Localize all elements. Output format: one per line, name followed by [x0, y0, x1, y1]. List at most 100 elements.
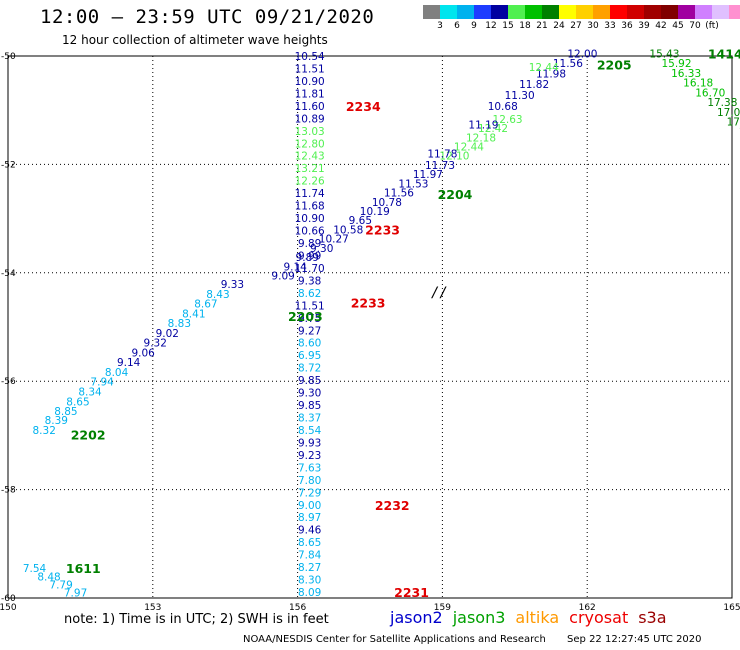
color-swatch: [542, 5, 559, 19]
wave-height-plot: 150 153 156 159 162 165 -50 -52 -54 -56 -58 -60 10.5…: [0, 46, 740, 610]
time-annotation: 2231: [394, 585, 429, 600]
wave-height-point: 9.02: [156, 328, 179, 340]
wave-height-point: 8.62: [298, 288, 321, 300]
color-swatch: [627, 5, 644, 19]
wave-height-point: 10.90: [295, 213, 325, 225]
wave-height-point: 11.82: [519, 79, 549, 91]
color-scale-label: 39: [638, 21, 650, 31]
time-annotation: 2202: [71, 427, 106, 442]
color-swatch: [440, 5, 457, 19]
wave-height-point: 15.92: [661, 58, 691, 70]
time-annotation: 2203: [288, 309, 323, 324]
wave-height-point: 8.60: [298, 338, 321, 350]
wave-height-point: 6.95: [298, 350, 321, 362]
time-annotation: 2233: [351, 296, 386, 311]
color-scale-label: 36: [621, 21, 633, 31]
wave-height-point: 13.03: [295, 126, 325, 138]
time-annotation: 2205: [597, 58, 632, 73]
color-scale-label: 42: [655, 21, 667, 31]
wave-height-point: 11.19: [468, 119, 498, 131]
wave-height-point: 9.06: [131, 347, 155, 359]
wave-height-point: 11.30: [505, 90, 535, 102]
wave-height-point: 11.68: [295, 201, 325, 213]
chart-title: 12:00 — 23:59 UTC 09/21/2020: [40, 6, 375, 28]
wave-height-point: 9.30: [310, 243, 333, 255]
wave-height-point: 17.03: [717, 107, 740, 119]
color-scale-label: 24: [553, 21, 565, 31]
wave-height-point: 13.21: [295, 163, 325, 175]
x-tick-label: 165: [723, 603, 740, 610]
wave-height-point: 9.14: [117, 357, 141, 369]
color-scale-label: 27: [570, 21, 582, 31]
wave-height-point: 12.26: [295, 176, 325, 188]
color-swatch: [491, 5, 508, 19]
wave-height-point: 9.89: [298, 238, 321, 250]
wave-height-point: 7.79: [49, 579, 72, 591]
wave-height-point: 9.38: [298, 275, 321, 287]
wave-height-point: 7.29: [298, 487, 321, 499]
wave-height-point: 12.42: [478, 123, 508, 135]
wave-height-point: 12.10: [439, 151, 469, 163]
wave-height-point: 12.63: [493, 114, 523, 126]
wave-height-point: 9.85: [298, 400, 321, 412]
wave-height-point: 12.80: [295, 138, 325, 150]
wave-height-point: 12.44: [454, 142, 484, 154]
satellite-legend: jason2 jason3 altika cryosat s3a: [390, 608, 677, 627]
wave-height-point: 7.54: [23, 563, 47, 575]
color-swatch: [695, 5, 712, 19]
color-scale-label: 6: [454, 21, 460, 31]
color-swatch: [474, 5, 491, 19]
wave-height-point: 8.48: [37, 571, 60, 583]
color-swatch: [525, 5, 542, 19]
wave-height-point: 7.80: [298, 475, 321, 487]
x-tick-label: 156: [289, 603, 306, 610]
wave-height-point: 9.27: [298, 325, 321, 337]
wave-height-point: 10.89: [295, 113, 325, 125]
footer-timestamp: Sep 22 12:27:45 UTC 2020: [567, 634, 702, 645]
x-tick-label: 150: [0, 603, 17, 610]
wave-height-point: 12.44: [529, 62, 559, 74]
wave-height-point: 8.83: [168, 318, 191, 330]
color-scale-label: 21: [536, 21, 548, 31]
wave-height-point: 10.78: [372, 197, 402, 209]
color-scale-label: (ft): [705, 21, 719, 31]
wave-height-point: 11.81: [295, 88, 325, 100]
wave-height-point: 11.60: [295, 101, 325, 113]
wave-height-point: 9.00: [298, 500, 321, 512]
y-tick-label: -58: [1, 486, 16, 496]
wave-height-point: 8.37: [298, 413, 321, 425]
chart-subtitle: 12 hour collection of altimeter wave hei…: [62, 33, 328, 47]
color-swatch: [644, 5, 661, 19]
wave-height-point: 8.85: [54, 406, 77, 418]
wave-height-point: 16.18: [683, 78, 713, 90]
wave-height-point: 10.19: [360, 206, 390, 218]
color-scale-label: 9: [471, 21, 477, 31]
y-tick-label: -56: [1, 377, 16, 387]
wave-height-point: 9.14: [283, 261, 307, 273]
satellite-legend-item: jason2: [390, 608, 443, 627]
color-swatch: [457, 5, 474, 19]
wave-height-point: 8.41: [182, 308, 205, 320]
wave-height-point: 15.43: [649, 48, 679, 60]
wave-height-point: 8.67: [194, 299, 217, 311]
wave-height-point: 16.70: [695, 87, 725, 99]
wave-height-point: 9.09: [271, 271, 294, 283]
wave-height-point: 9.75: [298, 313, 321, 325]
wave-height-point: 11.56: [384, 188, 414, 200]
wave-height-point: 9.85: [298, 375, 321, 387]
time-annotation: 2204: [438, 187, 473, 202]
color-swatch: [678, 5, 695, 19]
color-swatch: [712, 5, 729, 19]
color-scale-label: 30: [587, 21, 599, 31]
color-swatch: [610, 5, 627, 19]
wave-height-point: 17.38: [707, 97, 737, 109]
wave-height-point: 8.43: [206, 289, 229, 301]
wave-height-point: 9.93: [298, 437, 321, 449]
wave-height-point: 10.90: [295, 76, 325, 88]
wave-height-point: 9.32: [144, 338, 167, 350]
wave-height-point: 8.32: [33, 425, 56, 437]
satellite-legend-item: jason3: [452, 608, 506, 627]
wave-height-point: 12.00: [567, 48, 597, 60]
wave-height-point: 7.84: [298, 550, 322, 562]
color-swatch: [729, 5, 740, 19]
